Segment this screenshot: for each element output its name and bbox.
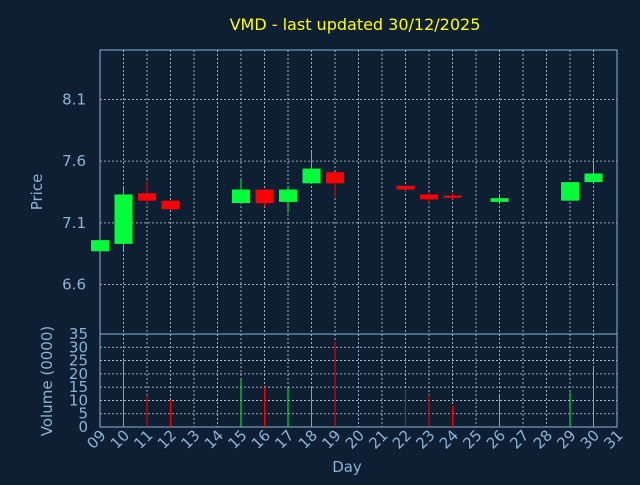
volume-axis-label: Volume (0000) xyxy=(38,326,56,436)
day-tick-label: 29 xyxy=(553,426,579,452)
day-tick-label: 12 xyxy=(154,426,180,452)
day-tick-label: 28 xyxy=(530,426,556,452)
candle-body xyxy=(255,189,274,204)
price-tick-labels: 6.6 7.1 7.6 8.1 xyxy=(62,90,86,293)
volume-tick-label: 35 xyxy=(69,325,88,343)
day-tick-label: 14 xyxy=(201,426,227,452)
candle-body xyxy=(490,198,509,202)
volume-grid xyxy=(99,333,618,428)
day-tick-labels: 0910111213141516171819202122232425262728… xyxy=(83,426,626,452)
volume-tick-label: 20 xyxy=(69,365,88,383)
candle-body xyxy=(561,182,579,201)
candle-body xyxy=(584,173,603,183)
volume-tick-label: 0 xyxy=(78,418,88,436)
day-tick-label: 30 xyxy=(577,426,603,452)
price-grid xyxy=(99,50,618,334)
chart-title: VMD - last updated 30/12/2025 xyxy=(230,15,481,34)
day-tick-label: 20 xyxy=(342,426,368,452)
volume-tick-label: 5 xyxy=(78,405,88,423)
day-tick-label: 11 xyxy=(130,426,156,452)
candle-body xyxy=(232,189,250,204)
price-tick-label: 8.1 xyxy=(62,90,86,108)
volume-tick-label: 30 xyxy=(69,338,88,356)
day-tick-label: 16 xyxy=(248,426,274,452)
day-tick-label: 31 xyxy=(600,426,626,452)
price-tick-label: 7.1 xyxy=(62,214,86,232)
day-tick-label: 15 xyxy=(224,426,250,452)
day-tick-label: 13 xyxy=(177,426,203,452)
candle-body xyxy=(302,168,321,184)
candlestick-series xyxy=(91,151,603,252)
day-tick-label: 24 xyxy=(436,426,462,452)
day-tick-label: 25 xyxy=(459,426,485,452)
day-tick-label: 17 xyxy=(271,426,297,452)
candle-body xyxy=(161,200,180,210)
day-tick-label: 19 xyxy=(318,426,344,452)
day-tick-label: 18 xyxy=(295,426,321,452)
price-tick-label: 7.6 xyxy=(62,152,86,170)
volume-panel-frame xyxy=(99,333,618,428)
day-tick-label: 10 xyxy=(107,426,133,452)
candle-body xyxy=(396,185,415,190)
candle-body xyxy=(443,195,462,198)
volume-tick-label: 15 xyxy=(69,378,88,396)
day-axis-label: Day xyxy=(332,458,362,476)
candle-body xyxy=(114,194,133,244)
day-tick-label: 26 xyxy=(483,426,509,452)
volume-frame-rect xyxy=(99,333,618,428)
day-tick-label: 21 xyxy=(365,426,391,452)
day-tick-label: 23 xyxy=(412,426,438,452)
candle-body xyxy=(279,189,297,202)
candle-body xyxy=(138,193,156,201)
day-tick-label: 27 xyxy=(506,426,532,452)
volume-tick-label: 25 xyxy=(69,352,88,370)
volume-series xyxy=(123,341,594,427)
price-axis-label: Price xyxy=(28,174,46,211)
candle-body xyxy=(326,172,344,184)
price-tick-label: 6.6 xyxy=(62,276,86,294)
candle-body xyxy=(420,194,438,200)
day-tick-label: 22 xyxy=(389,426,415,452)
candle-body xyxy=(91,240,109,252)
volume-tick-label: 10 xyxy=(69,391,88,409)
